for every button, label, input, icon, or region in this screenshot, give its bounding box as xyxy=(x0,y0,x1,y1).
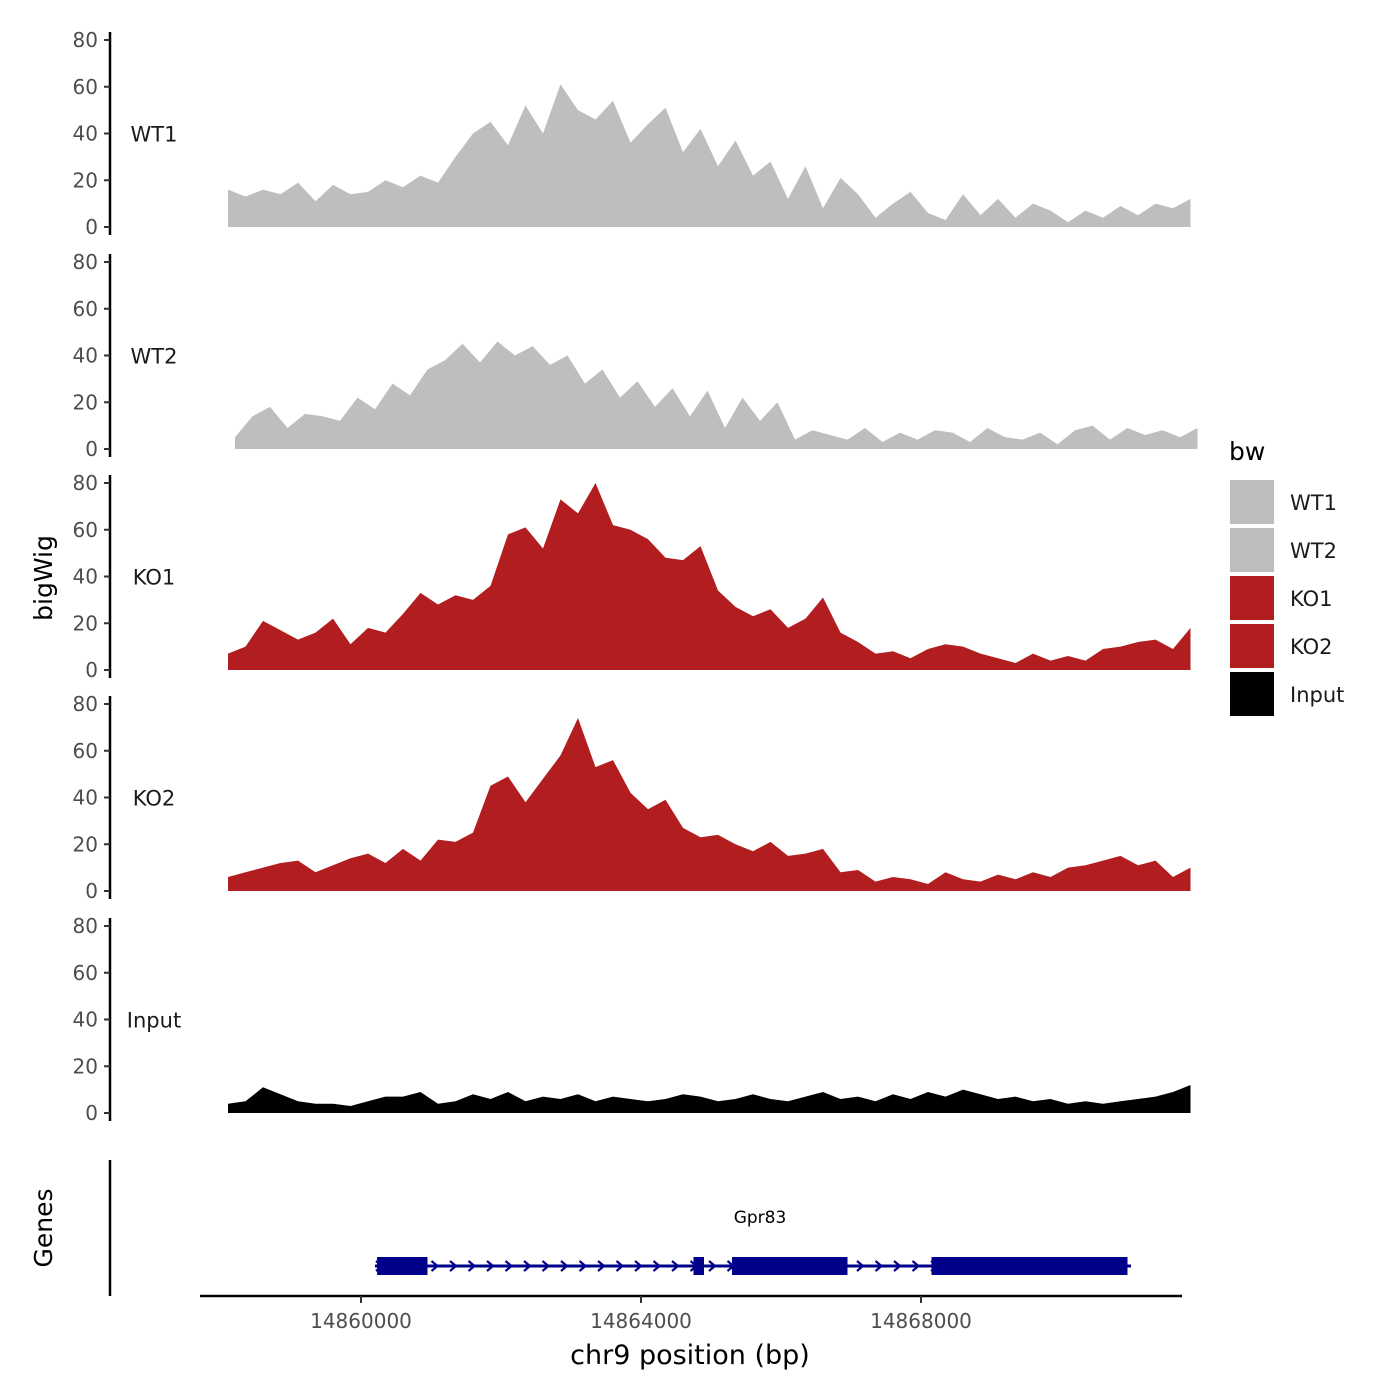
y-tick-label: 80 xyxy=(73,914,98,938)
gene-exon xyxy=(931,1257,1128,1275)
area-ko2 xyxy=(228,718,1191,891)
y-tick-label: 40 xyxy=(73,122,98,146)
y-tick-label: 80 xyxy=(73,471,98,495)
track-wt2: 0 20 40 60 80 WT2 xyxy=(73,250,1198,461)
gene-exon xyxy=(693,1257,704,1275)
legend-item-wt1: WT1 xyxy=(1230,480,1337,524)
strand-chevron xyxy=(671,1260,680,1272)
genes-group: Gpr83 xyxy=(108,1160,1131,1296)
strand-chevron xyxy=(578,1260,588,1272)
y-tick-label: 0 xyxy=(85,437,98,461)
y-tick-label: 60 xyxy=(73,297,98,321)
y-tick-label: 40 xyxy=(73,565,98,589)
y-tick-label: 40 xyxy=(73,1008,98,1032)
y-tick-label: 40 xyxy=(73,786,98,810)
strand-chevron xyxy=(597,1260,606,1272)
y-tick-label: 0 xyxy=(85,658,98,682)
y-tick-label: 60 xyxy=(73,75,98,99)
x-tick-label: 14860000 xyxy=(310,1309,412,1333)
legend-swatch xyxy=(1230,528,1274,572)
legend-title: bw xyxy=(1229,437,1265,466)
legend: WT1 WT2 KO1 KO2 Input xyxy=(1230,480,1344,716)
legend-swatch xyxy=(1230,576,1274,620)
legend-label: WT1 xyxy=(1290,491,1337,515)
track-input: 0 20 40 60 80 Input xyxy=(73,914,1191,1125)
strand-chevron xyxy=(615,1260,625,1272)
strand-chevron xyxy=(430,1260,440,1272)
legend-swatch xyxy=(1230,672,1274,716)
y-tick-label: 60 xyxy=(73,739,98,763)
strand-chevron xyxy=(634,1260,643,1272)
strand-chevron xyxy=(449,1260,458,1272)
legend-label: KO1 xyxy=(1290,587,1333,611)
strand-chevron xyxy=(652,1260,662,1272)
genes-axis-title: Genes xyxy=(29,1188,58,1267)
y-tick-label: 20 xyxy=(73,1054,98,1078)
strand-chevron xyxy=(504,1260,514,1272)
track-label-ko2: KO2 xyxy=(133,787,176,811)
gene-gpr83: Gpr83 xyxy=(375,1208,1131,1275)
y-axis-title: bigWig xyxy=(29,535,58,621)
y-tick-label: 80 xyxy=(73,28,98,52)
legend-swatch xyxy=(1230,480,1274,524)
legend-item-input: Input xyxy=(1230,672,1344,716)
area-ko1 xyxy=(228,483,1191,670)
strand-chevron xyxy=(708,1260,717,1272)
track-wt1: 0 20 40 60 80 WT1 xyxy=(73,28,1191,239)
y-tick-label: 60 xyxy=(73,518,98,542)
strand-chevron xyxy=(856,1260,865,1272)
track-label-ko1: KO1 xyxy=(133,566,176,590)
track-label-input: Input xyxy=(127,1009,181,1033)
y-tick-label: 80 xyxy=(73,250,98,274)
legend-item-ko2: KO2 xyxy=(1230,624,1333,668)
strand-chevron xyxy=(486,1260,495,1272)
legend-item-wt2: WT2 xyxy=(1230,528,1337,572)
y-tick-label: 0 xyxy=(85,215,98,239)
strand-chevron xyxy=(911,1260,921,1272)
legend-item-ko1: KO1 xyxy=(1230,576,1333,620)
y-tick-label: 0 xyxy=(85,879,98,903)
track-label-wt2: WT2 xyxy=(131,345,178,369)
x-tick-label: 14868000 xyxy=(870,1309,972,1333)
strand-chevron xyxy=(541,1260,551,1272)
y-tick-label: 40 xyxy=(73,344,98,368)
x-axis-title: chr9 position (bp) xyxy=(570,1340,810,1371)
gene-exon xyxy=(377,1257,428,1275)
legend-label: WT2 xyxy=(1290,539,1337,563)
y-tick-label: 20 xyxy=(73,168,98,192)
strand-chevron xyxy=(560,1260,569,1272)
legend-label: KO2 xyxy=(1290,635,1333,659)
area-input xyxy=(228,1085,1191,1113)
track-ko1: 0 20 40 60 80 KO1 xyxy=(73,471,1191,682)
y-tick-label: 20 xyxy=(73,390,98,414)
area-wt2 xyxy=(235,341,1198,449)
track-label-wt1: WT1 xyxy=(131,123,178,147)
strand-chevron xyxy=(874,1260,884,1272)
x-tick-label: 14864000 xyxy=(590,1309,692,1333)
area-wt1 xyxy=(228,84,1191,228)
legend-label: Input xyxy=(1290,683,1344,707)
gene-exon xyxy=(732,1257,848,1275)
tracks-group: 0 20 40 60 80 WT1 0 20 40 60 80 WT2 0 20 40 60 80 KO1 0 20 4… xyxy=(73,28,1198,1125)
strand-chevron xyxy=(893,1260,902,1272)
legend-swatch xyxy=(1230,624,1274,668)
y-tick-label: 60 xyxy=(73,961,98,985)
gene-label: Gpr83 xyxy=(734,1208,787,1228)
track-ko2: 0 20 40 60 80 KO2 xyxy=(73,692,1191,903)
x-axis: 14860000 14864000 14868000 xyxy=(200,1294,1182,1333)
strand-chevron xyxy=(467,1260,477,1272)
y-tick-label: 20 xyxy=(73,832,98,856)
y-tick-label: 20 xyxy=(73,611,98,635)
y-tick-label: 0 xyxy=(85,1101,98,1125)
strand-chevron xyxy=(523,1260,532,1272)
y-tick-label: 80 xyxy=(73,692,98,716)
